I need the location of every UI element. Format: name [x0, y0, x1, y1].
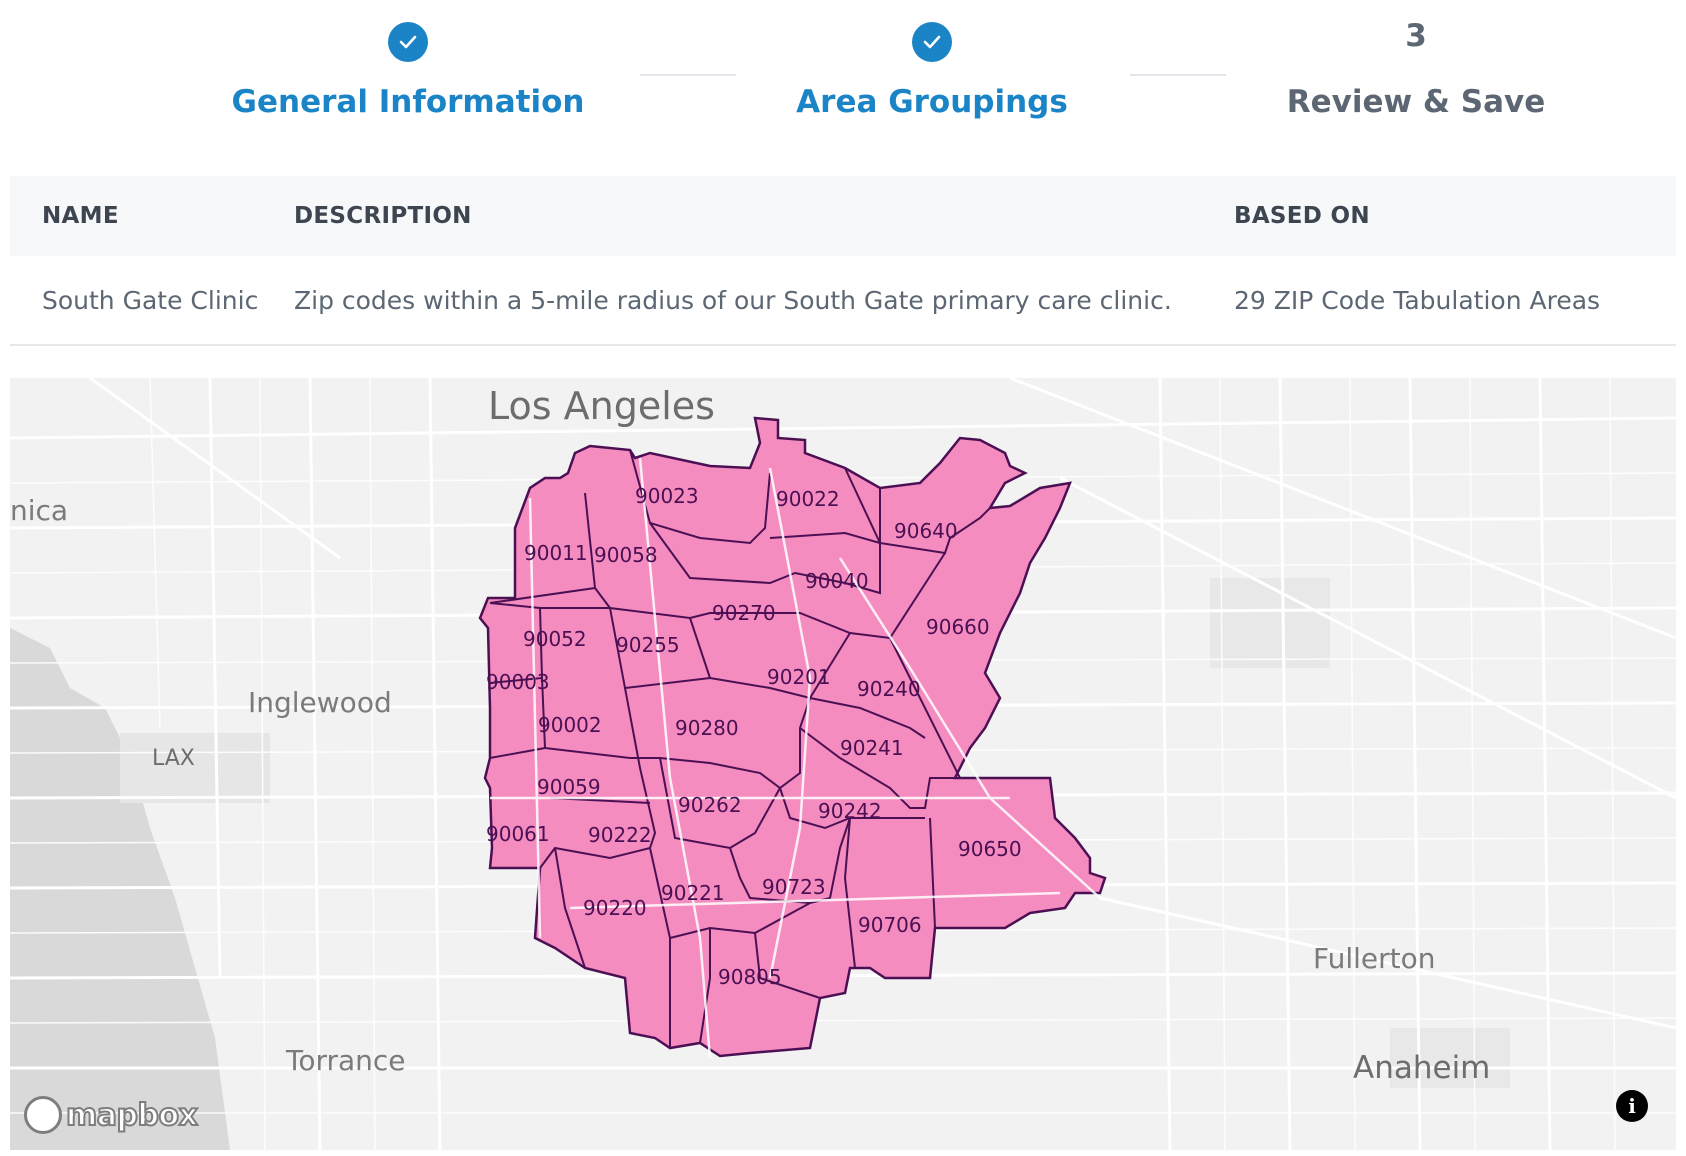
mapbox-mark-icon	[24, 1096, 62, 1134]
zip-label-90011: 90011	[524, 541, 588, 565]
mapbox-wordmark: mapbox	[65, 1097, 199, 1134]
zip-label-90022: 90022	[776, 487, 840, 511]
table-header-row: NAME DESCRIPTION BASED ON	[10, 176, 1676, 256]
zip-label-90241: 90241	[840, 736, 904, 760]
step-review-save[interactable]: 3 Review & Save	[1206, 0, 1626, 150]
zip-label-90040: 90040	[805, 569, 869, 593]
step-general-information[interactable]: General Information	[198, 0, 618, 150]
zip-label-90660: 90660	[926, 615, 990, 639]
zip-label-90640: 90640	[894, 519, 958, 543]
progress-stepper: General Information Area Groupings 3 Rev…	[0, 0, 1686, 150]
zip-label-90270: 90270	[712, 601, 776, 625]
zip-region[interactable]	[478, 416, 1107, 1058]
zip-label-90255: 90255	[616, 633, 680, 657]
zip-label-90221: 90221	[661, 881, 725, 905]
header-name: NAME	[10, 176, 294, 256]
zip-label-90059: 90059	[537, 775, 601, 799]
city-label-lax: LAX	[152, 746, 195, 771]
zip-label-90052: 90052	[523, 627, 587, 651]
city-label-anaheim: Anaheim	[1353, 1050, 1491, 1086]
park-area	[1390, 1028, 1510, 1088]
city-label-fullerton: Fullerton	[1313, 942, 1436, 975]
zip-label-90222: 90222	[588, 823, 652, 847]
cell-based-on: 29 ZIP Code Tabulation Areas	[1234, 256, 1676, 346]
step-label: Area Groupings	[796, 84, 1068, 120]
airport-area	[120, 733, 270, 803]
cell-description: Zip codes within a 5-mile radius of our …	[294, 256, 1234, 346]
mapbox-logo[interactable]: mapbox	[24, 1096, 199, 1134]
zip-label-90242: 90242	[818, 799, 882, 823]
zip-label-90280: 90280	[675, 716, 739, 740]
city-label-inglewood: Inglewood	[248, 686, 392, 719]
zip-label-90003: 90003	[486, 670, 550, 694]
step-label: General Information	[231, 84, 585, 120]
zip-boundaries	[489, 449, 991, 1048]
step-label: Review & Save	[1286, 84, 1546, 120]
zip-label-90240: 90240	[857, 677, 921, 701]
park-area	[1210, 578, 1330, 668]
check-icon	[388, 22, 428, 62]
zip-label-90061: 90061	[486, 822, 550, 846]
zip-label-90058: 90058	[594, 543, 658, 567]
city-label-los-angeles: Los Angeles	[488, 384, 715, 428]
cell-name: South Gate Clinic	[10, 256, 294, 346]
map-view[interactable]: 90023 90022 90640 90011 90058 90040 9027…	[10, 378, 1676, 1150]
info-icon[interactable]: i	[1616, 1090, 1648, 1122]
header-description: DESCRIPTION	[294, 176, 1234, 256]
step-connector	[640, 74, 736, 76]
city-label-santa-monica: nica	[10, 494, 69, 527]
step-area-groupings[interactable]: Area Groupings	[722, 0, 1142, 150]
zip-label-90805: 90805	[718, 965, 782, 989]
zip-labels: 90023 90022 90640 90011 90058 90040 9027…	[486, 484, 1022, 989]
zip-label-90262: 90262	[678, 793, 742, 817]
zip-label-90220: 90220	[583, 896, 647, 920]
summary-table: NAME DESCRIPTION BASED ON South Gate Cli…	[10, 176, 1676, 346]
table-row: South Gate Clinic Zip codes within a 5-m…	[10, 256, 1676, 346]
zip-label-90023: 90023	[635, 484, 699, 508]
zip-label-90723: 90723	[762, 875, 826, 899]
header-based-on: BASED ON	[1234, 176, 1676, 256]
step-connector	[1130, 74, 1226, 76]
freeways	[490, 457, 1101, 1059]
map-canvas[interactable]: 90023 90022 90640 90011 90058 90040 9027…	[10, 378, 1676, 1150]
zip-label-90650: 90650	[958, 837, 1022, 861]
zip-label-90002: 90002	[538, 713, 602, 737]
city-label-torrance: Torrance	[286, 1044, 406, 1077]
step-number: 3	[1405, 18, 1427, 54]
zip-label-90201: 90201	[767, 665, 831, 689]
check-icon	[912, 22, 952, 62]
zip-label-90706: 90706	[858, 913, 922, 937]
